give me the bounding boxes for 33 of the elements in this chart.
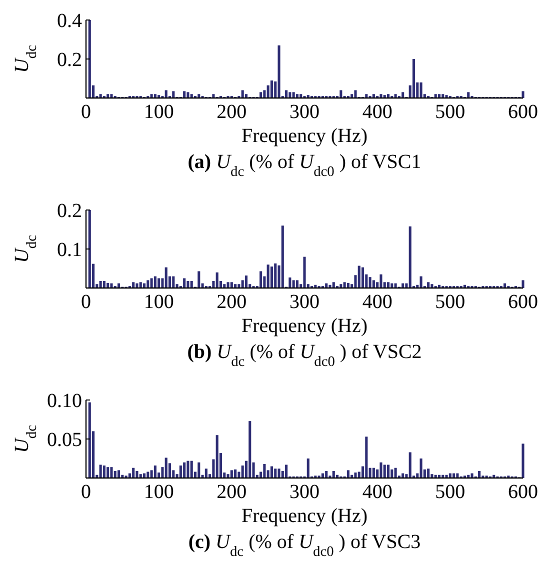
text: (b) U$_{dc}$ (% of U$_{dc0}$ ) of VSC2 (187, 341, 422, 370)
x-tick-label: 0 (81, 481, 91, 503)
text: (a) U$_{dc}$ (% of U$_{dc0}$ ) of VSC1 (188, 151, 422, 180)
y-tick-label: 0.1 (57, 239, 82, 261)
x-tick-label: 100 (144, 101, 174, 123)
y-tick-label: 0.2 (57, 49, 82, 71)
x-tick-label: 100 (144, 291, 174, 313)
x-tick-label: 600 (508, 481, 538, 503)
y-tick-label: 0.2 (57, 200, 82, 222)
x-tick-label: 400 (362, 481, 392, 503)
x-tick-label: 300 (290, 101, 320, 123)
x-tick-label: 300 (290, 291, 320, 313)
x-tick-label: 200 (216, 101, 247, 123)
x-tick-label: 200 (216, 481, 247, 503)
x-tick-label: 0 (81, 291, 91, 313)
x-tick-label: 200 (216, 291, 247, 313)
y-tick-label: 0.05 (47, 429, 82, 451)
x-axis-title: Frequency (Hz) (241, 315, 368, 337)
text: (c) U$_{dc}$ (% of U$_{dc0}$ ) of VSC3 (188, 531, 421, 560)
x-tick-label: 100 (144, 481, 174, 503)
x-axis-title: Frequency (Hz) (241, 505, 368, 527)
x-tick-label: 400 (362, 101, 392, 123)
x-tick-label: 300 (290, 481, 320, 503)
x-tick-label: 600 (508, 101, 538, 123)
x-tick-label: 500 (435, 481, 466, 503)
x-tick-label: 500 (435, 101, 466, 123)
x-tick-label: 0 (81, 101, 91, 123)
x-axis-title: Frequency (Hz) (241, 125, 368, 147)
y-tick-label: 0.10 (47, 390, 82, 412)
x-tick-label: 400 (362, 291, 392, 313)
x-tick-label: 600 (508, 291, 538, 313)
y-tick-label: 0.4 (57, 10, 82, 32)
x-tick-label: 500 (435, 291, 466, 313)
